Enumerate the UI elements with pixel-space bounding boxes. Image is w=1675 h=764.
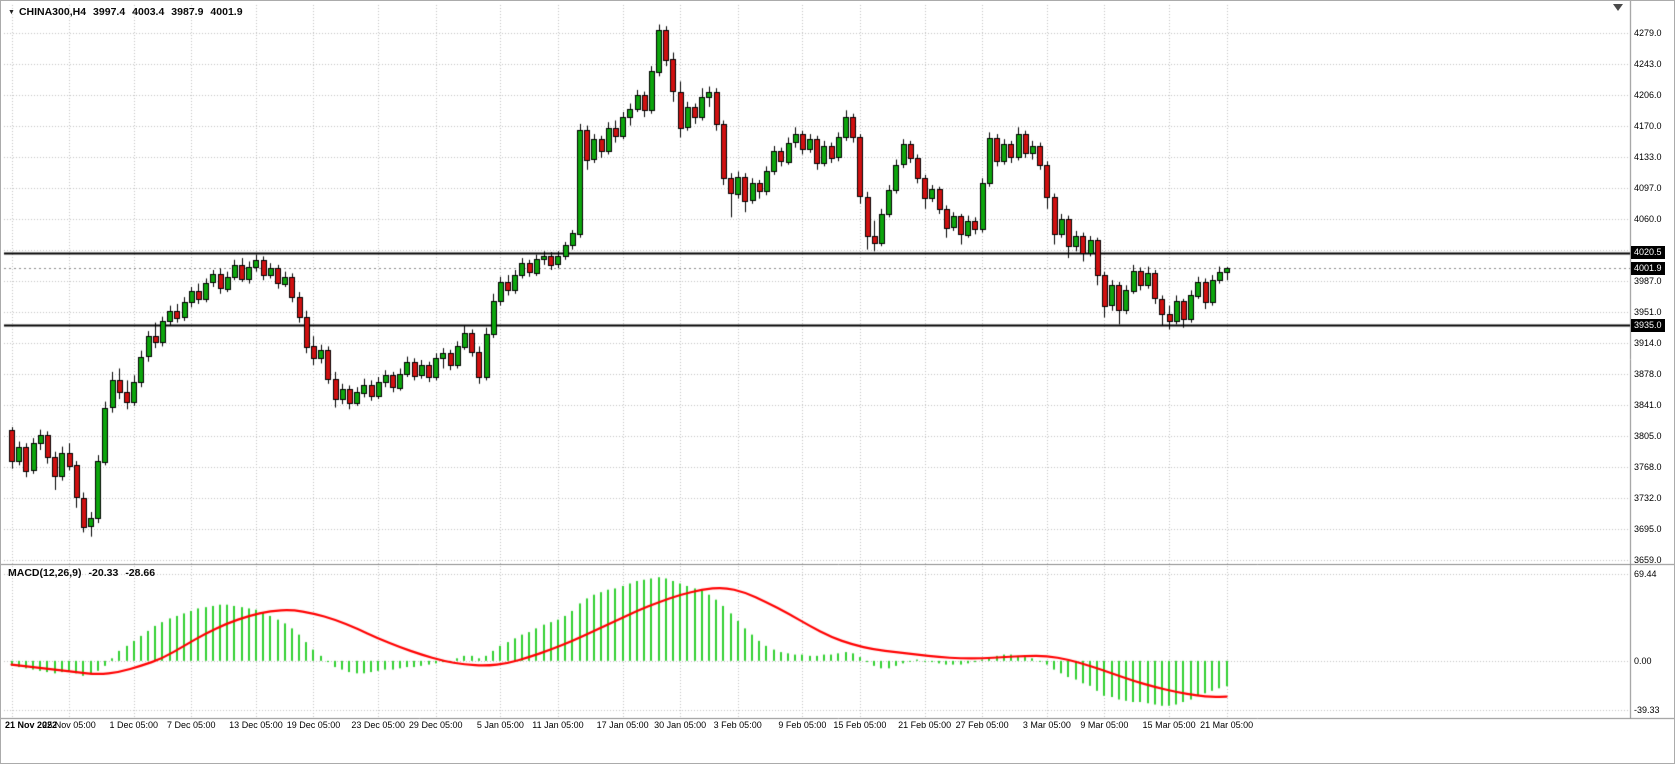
chart-shift-marker-icon[interactable] xyxy=(1613,4,1623,11)
ohlc-high: 4003.4 xyxy=(132,6,165,18)
ohlc-open: 3997.4 xyxy=(93,6,126,18)
ohlc-low: 3987.9 xyxy=(171,6,204,18)
ohlc-close: 4001.9 xyxy=(210,6,243,18)
symbol-ohlc-readout: ▼ CHINA300,H4 3997.4 4003.4 3987.9 4001.… xyxy=(8,6,243,18)
macd-label: MACD(12,26,9) xyxy=(8,567,82,579)
macd-indicator-readout: MACD(12,26,9) -20.33 -28.66 xyxy=(8,567,155,579)
macd-signal-value: -28.66 xyxy=(125,567,156,579)
symbol-dropdown-icon[interactable]: ▼ xyxy=(8,8,15,16)
macd-main-value: -20.33 xyxy=(88,567,119,579)
symbol-name: CHINA300,H4 xyxy=(18,6,87,18)
